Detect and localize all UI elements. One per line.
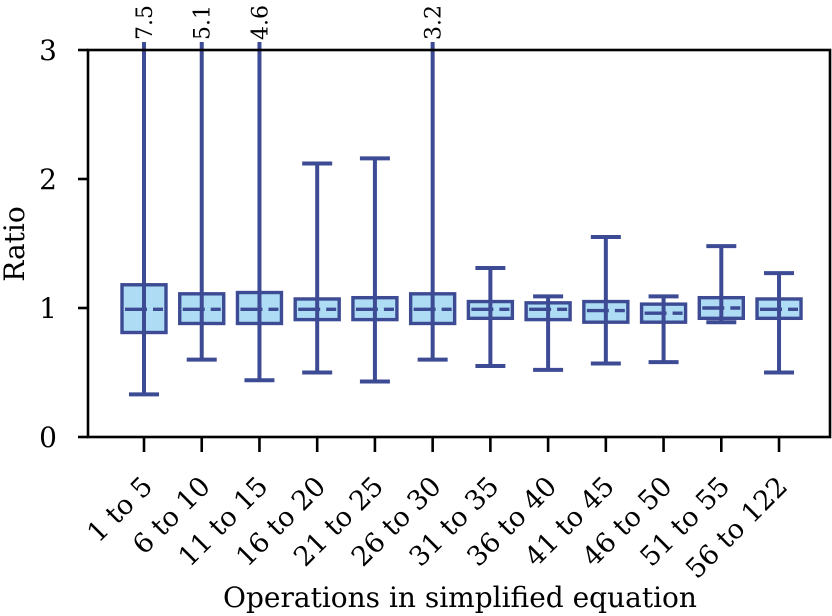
x-axis-title: Operations in simplified equation — [223, 581, 697, 614]
box-rect-border — [466, 299, 515, 321]
y-axis-title: Ratio — [0, 206, 31, 281]
max-value-annotation: 7.5 — [133, 5, 158, 40]
y-tick-label: 2 — [39, 163, 57, 196]
box-rect-border — [178, 292, 226, 326]
box-rect-border — [582, 299, 630, 324]
max-value-annotation: 5.1 — [191, 5, 216, 40]
box-rect-border — [120, 283, 168, 335]
box-rect-border — [697, 295, 745, 321]
box-rect-border — [293, 297, 341, 322]
y-tick-label: 1 — [39, 292, 57, 325]
box-rect-border — [408, 292, 457, 326]
box-rect-border — [351, 295, 399, 322]
box-rect-border — [639, 302, 688, 324]
max-value-annotation: 3.2 — [422, 5, 447, 40]
box-rect-border — [755, 297, 803, 321]
box-rect-border — [524, 301, 572, 322]
y-tick-label: 0 — [39, 421, 57, 454]
plot-frame — [86, 48, 832, 439]
max-value-annotation: 4.6 — [248, 5, 273, 40]
y-tick-label: 3 — [39, 34, 57, 67]
box-rect-border — [235, 290, 284, 326]
